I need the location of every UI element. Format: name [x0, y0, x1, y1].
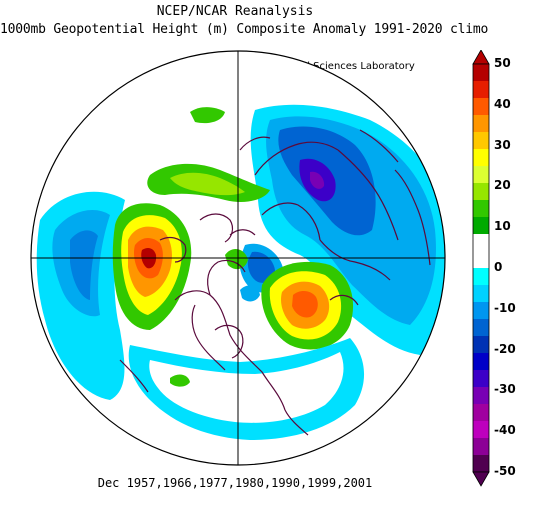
- colorbar-swatch: [473, 200, 489, 218]
- colorbar-arrow-top: [472, 50, 490, 65]
- colorbar-tick-label: -50: [494, 464, 516, 478]
- colorbar-swatch: [473, 438, 489, 456]
- colorbar-swatch: [473, 319, 489, 337]
- colorbar-swatch: [473, 166, 489, 184]
- colorbar-swatch: [473, 64, 489, 82]
- colorbar-swatch: [473, 268, 489, 286]
- colorbar-swatch: [473, 183, 489, 201]
- colorbar-swatch: [473, 387, 489, 405]
- map-boundary: [30, 50, 446, 466]
- colorbar-tick-label: -10: [494, 300, 516, 315]
- credit-label: NOAA Physical Sciences Laboratory: [237, 61, 415, 72]
- colorbar-tick-label: 50: [494, 56, 511, 70]
- anomaly-field: [36, 104, 445, 440]
- polar-anomaly-map: [30, 50, 446, 466]
- colorbar-swatch: [473, 285, 489, 303]
- title-line-2: 1000mb Geopotential Height (m) Composite…: [0, 22, 489, 37]
- colorbar-tick-label: -30: [494, 382, 516, 397]
- colorbar-swatch: [473, 217, 489, 235]
- title-line-1: NCEP/NCAR Reanalysis: [156, 4, 314, 19]
- colorbar-swatch: [473, 115, 489, 133]
- colorbar-swatch: [473, 353, 489, 371]
- colorbar-tick-label: -40: [494, 423, 516, 438]
- colorbar-swatch: [473, 370, 489, 388]
- colorbar: [472, 50, 490, 487]
- colorbar-swatch: [473, 81, 489, 99]
- colorbar-swatch: [473, 132, 489, 150]
- colorbar-swatch: [473, 251, 489, 269]
- colorbar-swatch: [473, 98, 489, 116]
- colorbar-tick-label: 40: [494, 96, 511, 111]
- caption: Dec 1957,1966,1977,1980,1990,1999,2001: [97, 476, 373, 490]
- colorbar-swatch: [473, 302, 489, 320]
- colorbar-swatch: [473, 404, 489, 422]
- colorbar-tick-label: 0: [494, 260, 503, 274]
- colorbar-tick-label: 20: [494, 178, 511, 193]
- colorbar-tick-label: 30: [494, 137, 511, 152]
- colorbar-swatch: [473, 234, 489, 252]
- colorbar-tick-label: 10: [494, 219, 511, 234]
- colorbar-arrow-bottom: [472, 471, 490, 487]
- colorbar-swatch: [473, 336, 489, 354]
- colorbar-tick-label: -20: [494, 341, 516, 356]
- colorbar-swatch: [473, 421, 489, 439]
- colorbar-swatch: [473, 455, 489, 473]
- colorbar-swatch: [473, 149, 489, 167]
